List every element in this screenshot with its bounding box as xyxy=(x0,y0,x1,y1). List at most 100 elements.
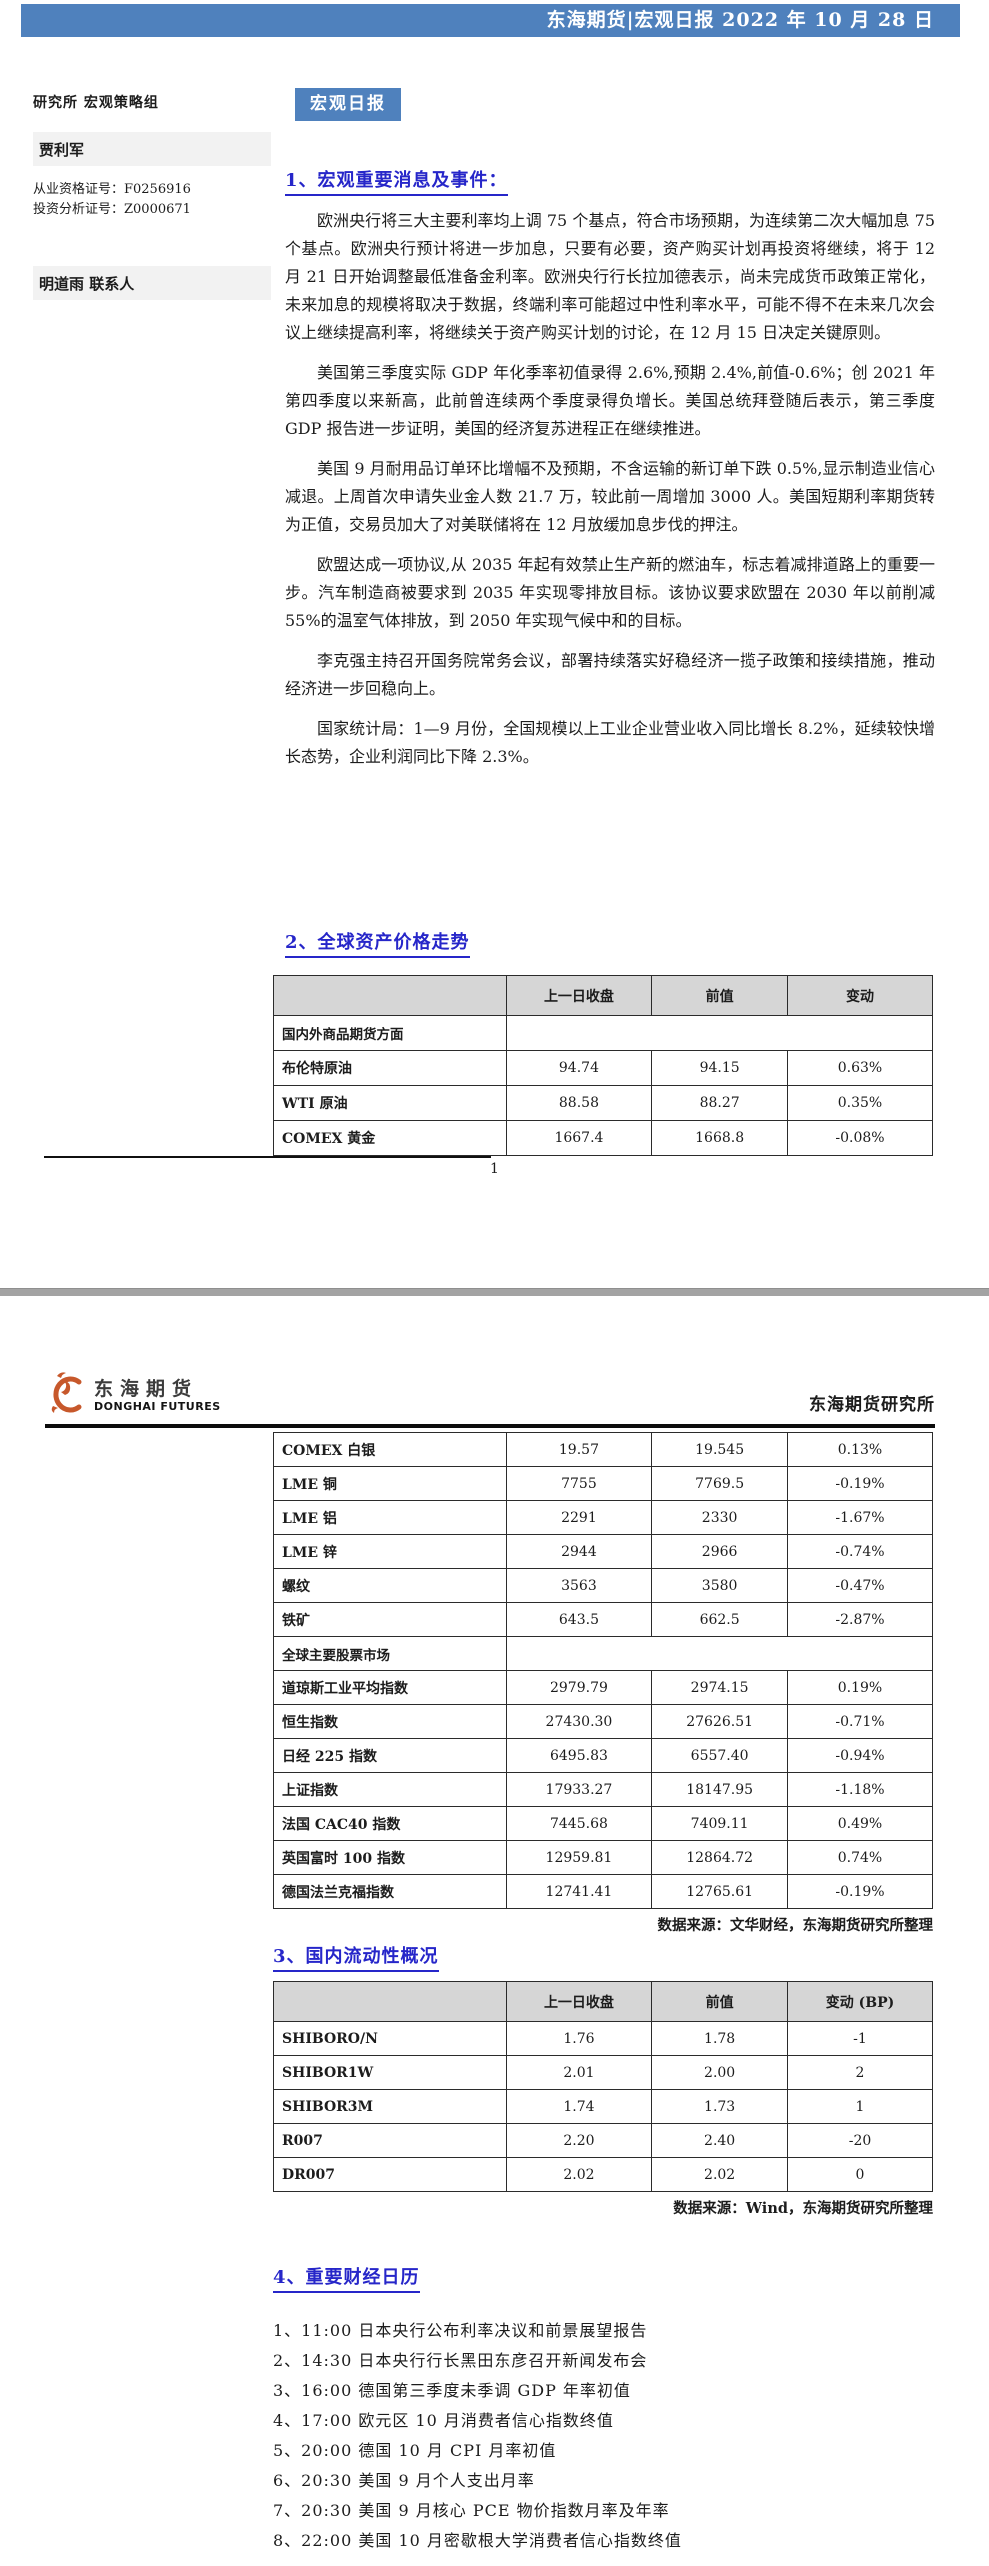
value-cell: 6557.40 xyxy=(651,1738,788,1773)
value-cell: 2.20 xyxy=(505,2123,653,2158)
value-cell: 2.40 xyxy=(651,2123,788,2158)
body-paragraph: 美国第三季度实际 GDP 年化季率初值录得 2.6%,预期 2.4%,前值-0.… xyxy=(285,363,935,438)
contact-person: 明道雨 联系人 xyxy=(33,266,271,300)
calendar-section: 4、重要财经日历 xyxy=(273,2263,933,2304)
table-row: 日经 225 指数 6495.83 6557.40 -0.94% xyxy=(273,1738,933,1773)
table-row: 德国法兰克福指数 12741.41 12765.61 -0.19% xyxy=(273,1874,933,1909)
instrument-name-cell: LME 铜 xyxy=(273,1466,507,1501)
value-cell: -20 xyxy=(787,2123,933,2158)
table-row: SHIBORO/N 1.76 1.78 -1 xyxy=(273,2021,933,2056)
value-cell: 2 xyxy=(787,2055,933,2090)
logo-english-name: DONGHAI FUTURES xyxy=(94,1399,221,1413)
value-cell: 19.57 xyxy=(505,1432,653,1467)
value-cell: 2944 xyxy=(505,1534,653,1569)
table-row: 布伦特原油 94.74 94.15 0.63% xyxy=(273,1050,933,1086)
header-rule xyxy=(45,1424,935,1428)
table-header-cell: 前值 xyxy=(651,975,788,1016)
analyst-name: 贾利军 xyxy=(33,132,271,166)
instrument-name-cell: 铁矿 xyxy=(273,1602,507,1637)
donghai-logo-icon xyxy=(45,1368,89,1422)
body-paragraph: 国家统计局：1—9 月份，全国规模以上工业企业营业收入同比增长 8.2%，延续较… xyxy=(285,719,935,766)
value-cell: -0.71% xyxy=(787,1704,933,1739)
section-4-title: 4、重要财经日历 xyxy=(273,2263,420,2293)
value-cell: -0.74% xyxy=(787,1534,933,1569)
table-row: 铁矿 643.5 662.5 -2.87% xyxy=(273,1602,933,1637)
table-row: 螺纹 3563 3580 -0.47% xyxy=(273,1568,933,1603)
table-row: R007 2.20 2.40 -20 xyxy=(273,2123,933,2158)
table-row: LME 铝 2291 2330 -1.67% xyxy=(273,1500,933,1535)
value-cell: -0.19% xyxy=(787,1466,933,1501)
instrument-name-cell: COMEX 黄金 xyxy=(273,1120,507,1156)
table-row: 全球主要股票市场 xyxy=(273,1636,934,1671)
value-cell: 12864.72 xyxy=(651,1840,788,1875)
institute-name: 东海期货研究所 xyxy=(809,1395,935,1415)
table-row: 上证指数 17933.27 18147.95 -1.18% xyxy=(273,1772,933,1807)
value-cell: 0.35% xyxy=(787,1085,933,1121)
value-cell: 6495.83 xyxy=(505,1738,653,1773)
table-row: LME 铜 7755 7769.5 -0.19% xyxy=(273,1466,933,1501)
global-assets-table-part1-wrap: 上一日收盘 前值 变动 国内外商品期货方面 布伦特原油 94.74 94.15 0.63% WT… xyxy=(273,975,934,1156)
page-separator-band xyxy=(0,1288,989,1296)
value-cell: 1.78 xyxy=(651,2021,788,2056)
body-paragraph: 欧洲央行将三大主要利率均上调 75 个基点，符合市场预期，为连续第二次大幅加息 … xyxy=(285,211,935,342)
value-cell: 0.13% xyxy=(787,1432,933,1467)
value-cell: -1 xyxy=(787,2021,933,2056)
instrument-name-cell: 上证指数 xyxy=(273,1772,507,1807)
value-cell: -1.67% xyxy=(787,1500,933,1535)
table-row: COMEX 白银 19.57 19.545 0.13% xyxy=(273,1432,933,1467)
value-cell: 2966 xyxy=(651,1534,788,1569)
value-cell: 2.01 xyxy=(505,2055,653,2090)
economic-calendar-list: 1、11:00 日本央行公布利率决议和前景展望报告 2、14:30 日本央行行长黑… xyxy=(273,2316,933,2556)
value-cell: -0.19% xyxy=(787,1874,933,1909)
instrument-name-cell: DR007 xyxy=(273,2157,507,2192)
instrument-name-cell: R007 xyxy=(273,2123,507,2158)
value-cell: 2974.15 xyxy=(651,1670,788,1705)
page2-main-column: COMEX 白银 19.57 19.545 0.13% LME 铜 7755 7769.5-… xyxy=(273,1432,934,2556)
value-cell: 19.545 xyxy=(651,1432,788,1467)
calendar-item: 3、16:00 德国第三季度未季调 GDP 年率初值 xyxy=(273,2381,631,2400)
assets-data-source-caption: 数据来源：文华财经，东海期货研究所整理 xyxy=(657,1917,934,1934)
liquidity-data-source-caption: 数据来源：Wind，东海期货研究所整理 xyxy=(673,2200,933,2217)
section-2-title: 2、全球资产价格走势 xyxy=(285,928,470,958)
instrument-name-cell: SHIBOR3M xyxy=(273,2089,507,2124)
value-cell: 12959.81 xyxy=(505,1840,653,1875)
table-header-cell xyxy=(273,1981,507,2022)
instrument-name-cell: 日经 225 指数 xyxy=(273,1738,507,1773)
liquidity-table: 上一日收盘 前值 变动 (BP) SHIBORO/N 1.76 1.78 -1 SHIBOR1… xyxy=(273,1981,933,2192)
value-cell: 0 xyxy=(787,2157,933,2192)
value-cell: -0.94% xyxy=(787,1738,933,1773)
table-section-spacer xyxy=(505,1636,934,1671)
calendar-item: 4、17:00 欧元区 10 月消费者信心指数终值 xyxy=(273,2411,614,2430)
instrument-name-cell: WTI 原油 xyxy=(273,1085,507,1121)
value-cell: 1667.4 xyxy=(505,1120,653,1156)
instrument-name-cell: 恒生指数 xyxy=(273,1704,507,1739)
table-row: 国内外商品期货方面 xyxy=(273,1015,934,1051)
logo-chinese-name: 东海期货 xyxy=(94,1377,199,1400)
calendar-item: 1、11:00 日本央行公布利率决议和前景展望报告 xyxy=(273,2321,648,2340)
table-row: 英国富时 100 指数 12959.81 12864.72 0.74% xyxy=(273,1840,933,1875)
practice-cert-number: 从业资格证号：F0256916 xyxy=(33,182,191,197)
value-cell: 7769.5 xyxy=(651,1466,788,1501)
table-row: 法国 CAC40 指数 7445.68 7409.11 0.49% xyxy=(273,1806,933,1841)
macro-daily-badge: 宏观日报 xyxy=(295,88,401,121)
table-header-cell xyxy=(273,975,507,1016)
macro-news-paragraphs: 欧洲央行将三大主要利率均上调 75 个基点，符合市场预期，为连续第二次大幅加息 … xyxy=(285,207,935,771)
instrument-name-cell: LME 锌 xyxy=(273,1534,507,1569)
logo-wordmark: 东海期货 DONGHAI FUTURES xyxy=(94,1378,221,1413)
value-cell: 27430.30 xyxy=(505,1704,653,1739)
section-1-title: 1、宏观重要消息及事件： xyxy=(285,166,508,196)
value-cell: 0.49% xyxy=(787,1806,933,1841)
research-group-label: 研究所 宏观策略组 xyxy=(33,95,159,111)
calendar-item: 7、20:30 美国 9 月核心 PCE 物价指数月率及年率 xyxy=(273,2501,670,2520)
value-cell: 3580 xyxy=(651,1568,788,1603)
value-cell: 12741.41 xyxy=(505,1874,653,1909)
instrument-name-cell: SHIBOR1W xyxy=(273,2055,507,2090)
macro-news-section: 1、宏观重要消息及事件： 欧洲央行将三大主要利率均上调 75 个基点，符合市场预… xyxy=(285,166,935,924)
table-row: COMEX 黄金 1667.4 1668.8 -0.08% xyxy=(273,1120,933,1156)
value-cell: 17933.27 xyxy=(505,1772,653,1807)
body-paragraph: 欧盟达成一项协议,从 2035 年起有效禁止生产新的燃油车，标志着减排道路上的重… xyxy=(285,555,935,630)
value-cell: 27626.51 xyxy=(651,1704,788,1739)
instrument-name-cell: 布伦特原油 xyxy=(273,1050,507,1086)
body-paragraph: 美国 9 月耐用品订单环比增幅不及预期，不含运输的新订单下跌 0.5%,显示制造… xyxy=(285,459,935,534)
table-section-label: 全球主要股票市场 xyxy=(273,1636,507,1671)
